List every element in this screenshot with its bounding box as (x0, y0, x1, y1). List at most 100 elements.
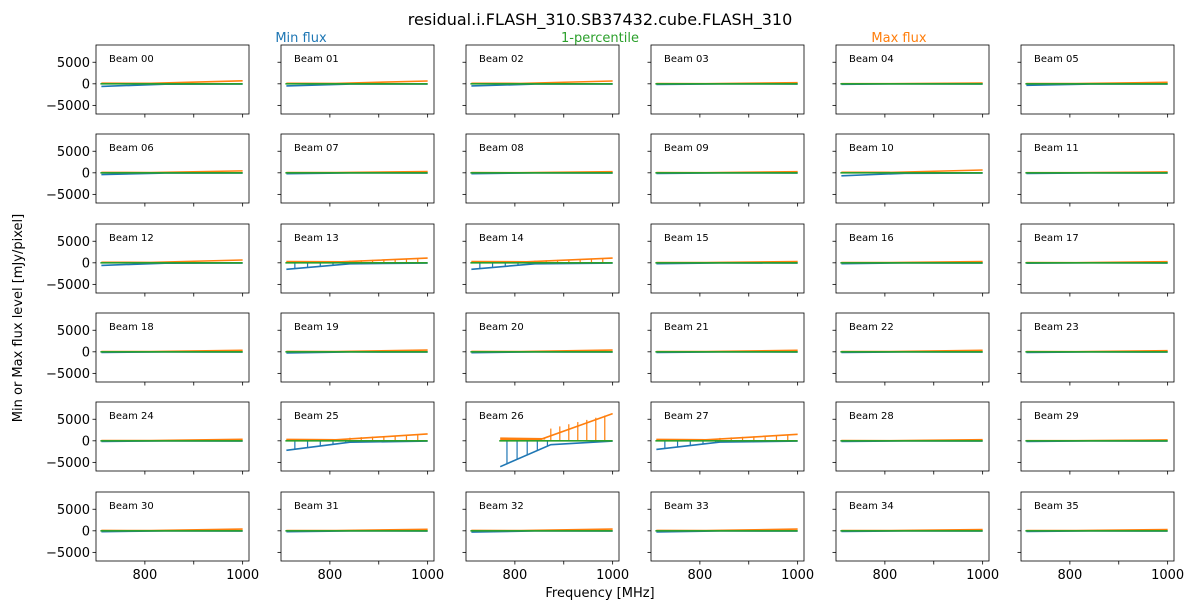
beam-label: Beam 24 (109, 411, 154, 422)
panel-frame (465, 401, 620, 472)
x-tick-label: 800 (687, 568, 712, 583)
panel-frame (95, 491, 250, 562)
panel-beam-01: Beam 01 (277, 44, 435, 118)
panel-frame (835, 44, 990, 115)
panel-beam-03: Beam 03 (647, 44, 805, 118)
y-tick-label: 5000 (57, 145, 90, 160)
panel-frame (835, 133, 990, 204)
x-tick-label: 1000 (596, 568, 629, 583)
panel-beam-27: Beam 27 (647, 401, 805, 475)
max-flux-line (500, 412, 613, 441)
beam-label: Beam 30 (109, 501, 154, 512)
y-tick-label: 5000 (57, 324, 90, 339)
y-tick-label: 0 (82, 77, 90, 92)
x-tick-label: 800 (1057, 568, 1082, 583)
beam-label: Beam 13 (294, 233, 339, 244)
panel-frame (1020, 133, 1175, 204)
panel-beam-23: Beam 23 (1017, 312, 1175, 386)
x-tick-label: 1000 (1151, 568, 1184, 583)
panel-beam-24: Beam 24 5000 0 −5000 (46, 401, 250, 475)
beam-label: Beam 07 (294, 143, 339, 154)
beam-label: Beam 19 (294, 322, 339, 333)
panel-frame (650, 44, 805, 115)
y-tick-label: 0 (82, 166, 90, 181)
panel-beam-26: Beam 26 (462, 401, 620, 475)
y-axis-label: Min or Max flux level [mJy/pixel] (11, 214, 26, 422)
panels-grid: Beam 00 5000 0 −5000 Beam 01 Beam 02 Beam 03 Be… (46, 44, 1184, 583)
legend-1-percentile: 1-percentile (561, 31, 639, 46)
beam-label: Beam 11 (1034, 143, 1079, 154)
beam-label: Beam 33 (664, 501, 709, 512)
panel-beam-31: Beam 31 800 1000 (277, 491, 444, 583)
beam-label: Beam 14 (479, 233, 524, 244)
y-tick-label: −5000 (46, 99, 90, 114)
beam-label: Beam 26 (479, 411, 524, 422)
y-tick-label: −5000 (46, 278, 90, 293)
panel-frame (95, 223, 250, 294)
beam-label: Beam 27 (664, 411, 709, 422)
panel-frame (650, 133, 805, 204)
y-tick-label: −5000 (46, 456, 90, 471)
y-tick-label: 0 (82, 345, 90, 360)
panel-beam-10: Beam 10 (832, 133, 990, 207)
x-tick-label: 800 (132, 568, 157, 583)
panel-frame (280, 491, 435, 562)
panel-beam-14: Beam 14 (462, 223, 620, 297)
y-tick-label: 5000 (57, 56, 90, 71)
beam-label: Beam 20 (479, 322, 524, 333)
panel-frame (650, 491, 805, 562)
panel-beam-21: Beam 21 (647, 312, 805, 386)
beam-label: Beam 15 (664, 233, 709, 244)
beam-label: Beam 29 (1034, 411, 1079, 422)
beam-label: Beam 32 (479, 501, 524, 512)
x-tick-label: 1000 (781, 568, 814, 583)
panel-beam-13: Beam 13 (277, 223, 435, 297)
figure-title: residual.i.FLASH_310.SB37432.cube.FLASH_… (408, 10, 793, 30)
panel-beam-11: Beam 11 (1017, 133, 1175, 207)
x-tick-label: 1000 (966, 568, 999, 583)
beam-label: Beam 06 (109, 143, 154, 154)
max-flux-plateau (500, 437, 546, 440)
y-tick-label: 5000 (57, 413, 90, 428)
panel-frame (95, 312, 250, 383)
beam-label: Beam 05 (1034, 54, 1079, 65)
panel-beam-29: Beam 29 (1017, 401, 1175, 475)
panel-beam-12: Beam 12 5000 0 −5000 (46, 223, 250, 297)
x-tick-label: 1000 (411, 568, 444, 583)
panel-beam-18: Beam 18 5000 0 −5000 (46, 312, 250, 386)
x-tick-label: 800 (317, 568, 342, 583)
panel-frame (465, 133, 620, 204)
panel-frame (835, 223, 990, 294)
panel-beam-02: Beam 02 (462, 44, 620, 118)
beam-label: Beam 04 (849, 54, 894, 65)
y-tick-label: 0 (82, 524, 90, 539)
panel-frame (1020, 44, 1175, 115)
panel-beam-28: Beam 28 (832, 401, 990, 475)
beam-label: Beam 17 (1034, 233, 1079, 244)
beam-label: Beam 02 (479, 54, 524, 65)
beam-label: Beam 18 (109, 322, 154, 333)
beam-label: Beam 10 (849, 143, 894, 154)
panel-frame (1020, 223, 1175, 294)
beam-label: Beam 28 (849, 411, 894, 422)
panel-frame (280, 312, 435, 383)
panel-beam-00: Beam 00 5000 0 −5000 (46, 44, 250, 118)
panel-frame (280, 133, 435, 204)
beam-label: Beam 25 (294, 411, 339, 422)
beam-label: Beam 09 (664, 143, 709, 154)
panel-beam-04: Beam 04 (832, 44, 990, 118)
y-tick-label: −5000 (46, 367, 90, 382)
panel-frame (280, 401, 435, 472)
beam-label: Beam 35 (1034, 501, 1079, 512)
panel-beam-34: Beam 34 800 1000 (832, 491, 999, 583)
beam-label: Beam 21 (664, 322, 709, 333)
panel-frame (465, 312, 620, 383)
y-tick-label: 5000 (57, 503, 90, 518)
x-axis-label: Frequency [MHz] (545, 586, 654, 600)
beam-label: Beam 16 (849, 233, 894, 244)
panel-frame (1020, 312, 1175, 383)
y-tick-label: 0 (82, 434, 90, 449)
y-tick-label: −5000 (46, 188, 90, 203)
y-tick-label: 0 (82, 256, 90, 271)
x-tick-label: 800 (502, 568, 527, 583)
